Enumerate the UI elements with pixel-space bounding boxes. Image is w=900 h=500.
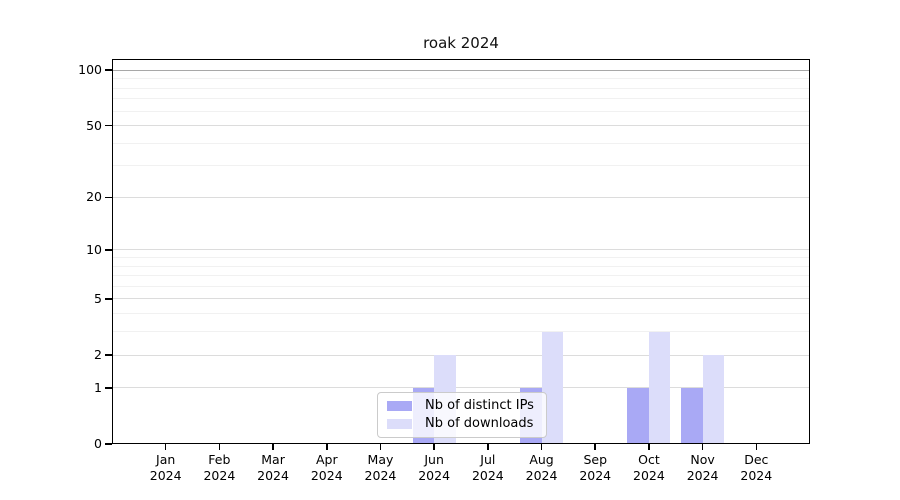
x-axis-label: Feb 2024 xyxy=(183,452,255,484)
x-axis-label-month: Jul xyxy=(480,452,496,467)
legend-swatch-downloads xyxy=(387,419,412,429)
x-axis-label-month: Aug xyxy=(529,452,554,467)
x-axis-label: Apr 2024 xyxy=(291,452,363,484)
major-gridline xyxy=(112,298,810,300)
x-axis-label-year: 2024 xyxy=(633,468,665,483)
x-axis-label-year: 2024 xyxy=(310,468,343,483)
x-axis-tick xyxy=(540,444,543,450)
x-axis-tick xyxy=(164,444,167,450)
minor-gridline xyxy=(112,275,810,277)
y-axis-label: 2 xyxy=(94,347,102,363)
minor-gridline xyxy=(112,285,810,287)
bar-distinct-ips xyxy=(681,387,703,444)
x-axis-tick xyxy=(701,444,704,450)
y-axis-tick xyxy=(105,249,112,251)
y-axis-label: 1 xyxy=(94,379,102,395)
x-axis-label: Jul 2024 xyxy=(452,452,524,484)
y-axis-tick xyxy=(105,124,112,127)
x-axis-label-year: 2024 xyxy=(686,468,719,483)
bar-distinct-ips xyxy=(627,387,649,444)
x-axis-label-month: May xyxy=(367,452,394,467)
minor-gridline xyxy=(112,78,810,80)
bar-downloads xyxy=(648,331,671,444)
bar-downloads xyxy=(702,355,725,444)
x-axis-label: Dec 2024 xyxy=(720,452,792,484)
x-axis-label-year: 2024 xyxy=(740,468,773,483)
y-axis-tick xyxy=(105,354,112,356)
minor-gridline xyxy=(112,313,810,315)
x-axis-label-year: 2024 xyxy=(579,468,612,483)
y-axis-tick xyxy=(105,298,112,300)
x-axis-label-month: Jun xyxy=(424,452,444,467)
x-axis-tick xyxy=(487,444,489,450)
major-gridline xyxy=(112,249,810,251)
y-axis-tick xyxy=(105,387,112,389)
y-axis-tick xyxy=(105,196,112,199)
major-gridline xyxy=(112,387,810,389)
x-axis-label-month: Nov xyxy=(690,452,715,467)
chart-title: roak 2024 xyxy=(423,34,499,52)
x-axis-label: Aug 2024 xyxy=(506,452,578,484)
x-axis-label-year: 2024 xyxy=(257,468,289,483)
x-axis-label: Oct 2024 xyxy=(613,452,685,484)
x-axis-label-month: Sep xyxy=(583,452,607,467)
y-axis-label: 100 xyxy=(78,62,102,78)
minor-gridline xyxy=(112,87,810,89)
x-axis-label-year: 2024 xyxy=(525,468,558,483)
minor-gridline xyxy=(112,165,810,167)
x-axis-tick xyxy=(272,444,274,450)
legend: Nb of distinct IPs Nb of downloads xyxy=(377,392,547,438)
minor-gridline xyxy=(112,110,810,112)
y-axis-label: 10 xyxy=(86,241,102,257)
x-axis-tick xyxy=(433,444,435,450)
minor-gridline xyxy=(112,331,810,333)
x-axis-label-month: Mar xyxy=(261,452,285,467)
minor-gridline xyxy=(112,142,810,144)
x-axis-label: Jan 2024 xyxy=(130,452,202,484)
x-axis-label: Mar 2024 xyxy=(237,452,309,484)
legend-item-downloads: Nb of downloads xyxy=(387,415,546,433)
x-axis-tick xyxy=(379,444,382,450)
minor-gridline xyxy=(112,257,810,258)
x-axis-label: Sep 2024 xyxy=(559,452,631,484)
major-gridline xyxy=(112,125,810,127)
x-axis-label-year: 2024 xyxy=(418,468,451,483)
legend-label-distinct-ips: Nb of distinct IPs xyxy=(425,398,534,413)
x-axis-label-year: 2024 xyxy=(203,468,236,483)
major-gridline xyxy=(112,354,810,356)
x-axis-label-month: Oct xyxy=(638,452,660,467)
x-axis-tick xyxy=(218,444,221,450)
x-axis-tick xyxy=(326,444,328,450)
x-axis-label-year: 2024 xyxy=(149,468,182,483)
major-gridline xyxy=(112,69,810,71)
x-axis-tick xyxy=(648,444,650,450)
x-axis-label-year: 2024 xyxy=(471,468,504,483)
x-axis-label-year: 2024 xyxy=(364,468,397,483)
plot-area: Nb of distinct IPs Nb of downloads 0 1 2 5 1… xyxy=(78,59,810,483)
y-axis-label: 20 xyxy=(86,189,102,205)
y-axis-label: 0 xyxy=(94,436,102,451)
x-axis-label-month: Feb xyxy=(208,452,231,467)
x-axis-label-month: Apr xyxy=(315,452,338,467)
y-axis-label: 5 xyxy=(94,290,102,306)
x-axis-label-month: Jan xyxy=(156,452,176,467)
x-axis-label: Nov 2024 xyxy=(667,452,739,484)
y-axis-tick xyxy=(105,443,112,445)
major-gridline xyxy=(112,196,810,198)
x-axis-tick xyxy=(594,444,596,450)
x-axis-label: May 2024 xyxy=(344,452,416,484)
y-axis-label: 50 xyxy=(86,117,102,133)
legend-item-distinct-ips: Nb of distinct IPs xyxy=(387,397,546,415)
legend-label-downloads: Nb of downloads xyxy=(425,416,534,431)
minor-gridline xyxy=(112,98,810,100)
y-axis-tick xyxy=(105,69,112,71)
x-axis-label-month: Dec xyxy=(744,452,769,467)
legend-swatch-distinct-ips xyxy=(387,401,412,411)
x-axis-tick xyxy=(755,444,758,450)
x-axis-label: Jun 2024 xyxy=(398,452,470,484)
minor-gridline xyxy=(112,265,810,267)
